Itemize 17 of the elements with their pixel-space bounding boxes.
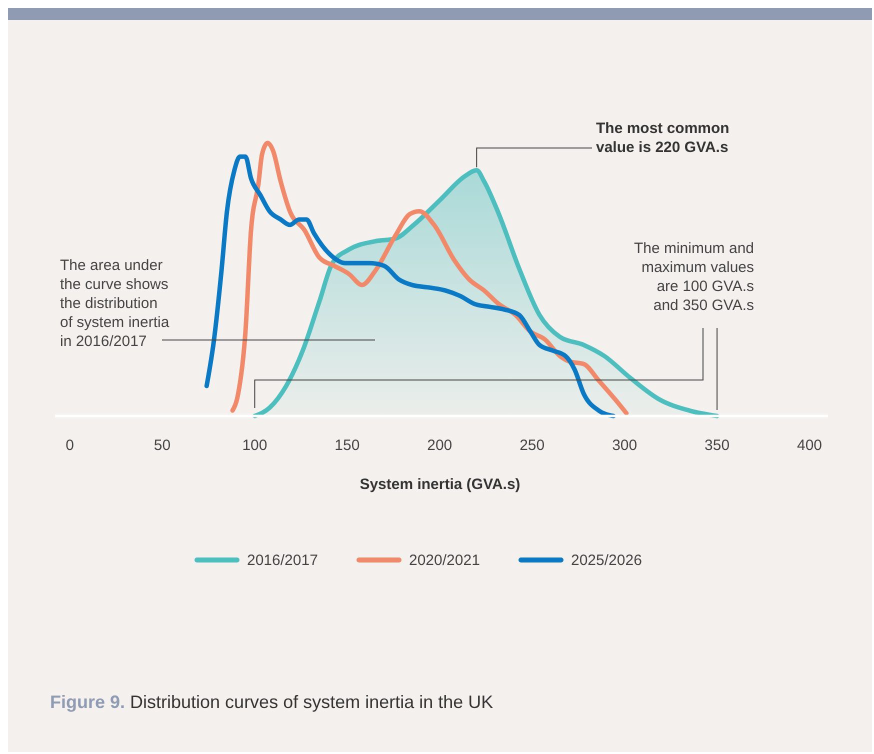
x-tick-label: 350 bbox=[704, 437, 730, 454]
annotation: The minimum and maximum values are 100 GVA.s and 350 GVA.s bbox=[634, 240, 754, 314]
x-tick-label: 100 bbox=[242, 437, 268, 454]
legend-label: 2016/2017 bbox=[247, 552, 318, 569]
legend-label: 2025/2026 bbox=[571, 552, 642, 569]
x-tick-label: 250 bbox=[520, 437, 545, 454]
annotation: The area under the curve shows the distribution of system inertia in 2016/2017 bbox=[60, 257, 170, 350]
x-tick-label: 400 bbox=[796, 437, 822, 454]
x-tick-label: 300 bbox=[612, 437, 638, 454]
x-tick-label: 0 bbox=[66, 437, 74, 454]
text: Figure 9. Distribution curves of system inertia in the UK bbox=[50, 692, 494, 712]
x-tick-label: 150 bbox=[334, 437, 360, 454]
legend-label: 2020/2021 bbox=[409, 552, 480, 569]
x-tick-label: 200 bbox=[427, 437, 452, 454]
x-tick-label: 50 bbox=[154, 437, 171, 454]
x-axis-title: System inertia (GVA.s) bbox=[360, 476, 520, 493]
annotation: The most common value is 220 GVA.s bbox=[596, 120, 730, 156]
